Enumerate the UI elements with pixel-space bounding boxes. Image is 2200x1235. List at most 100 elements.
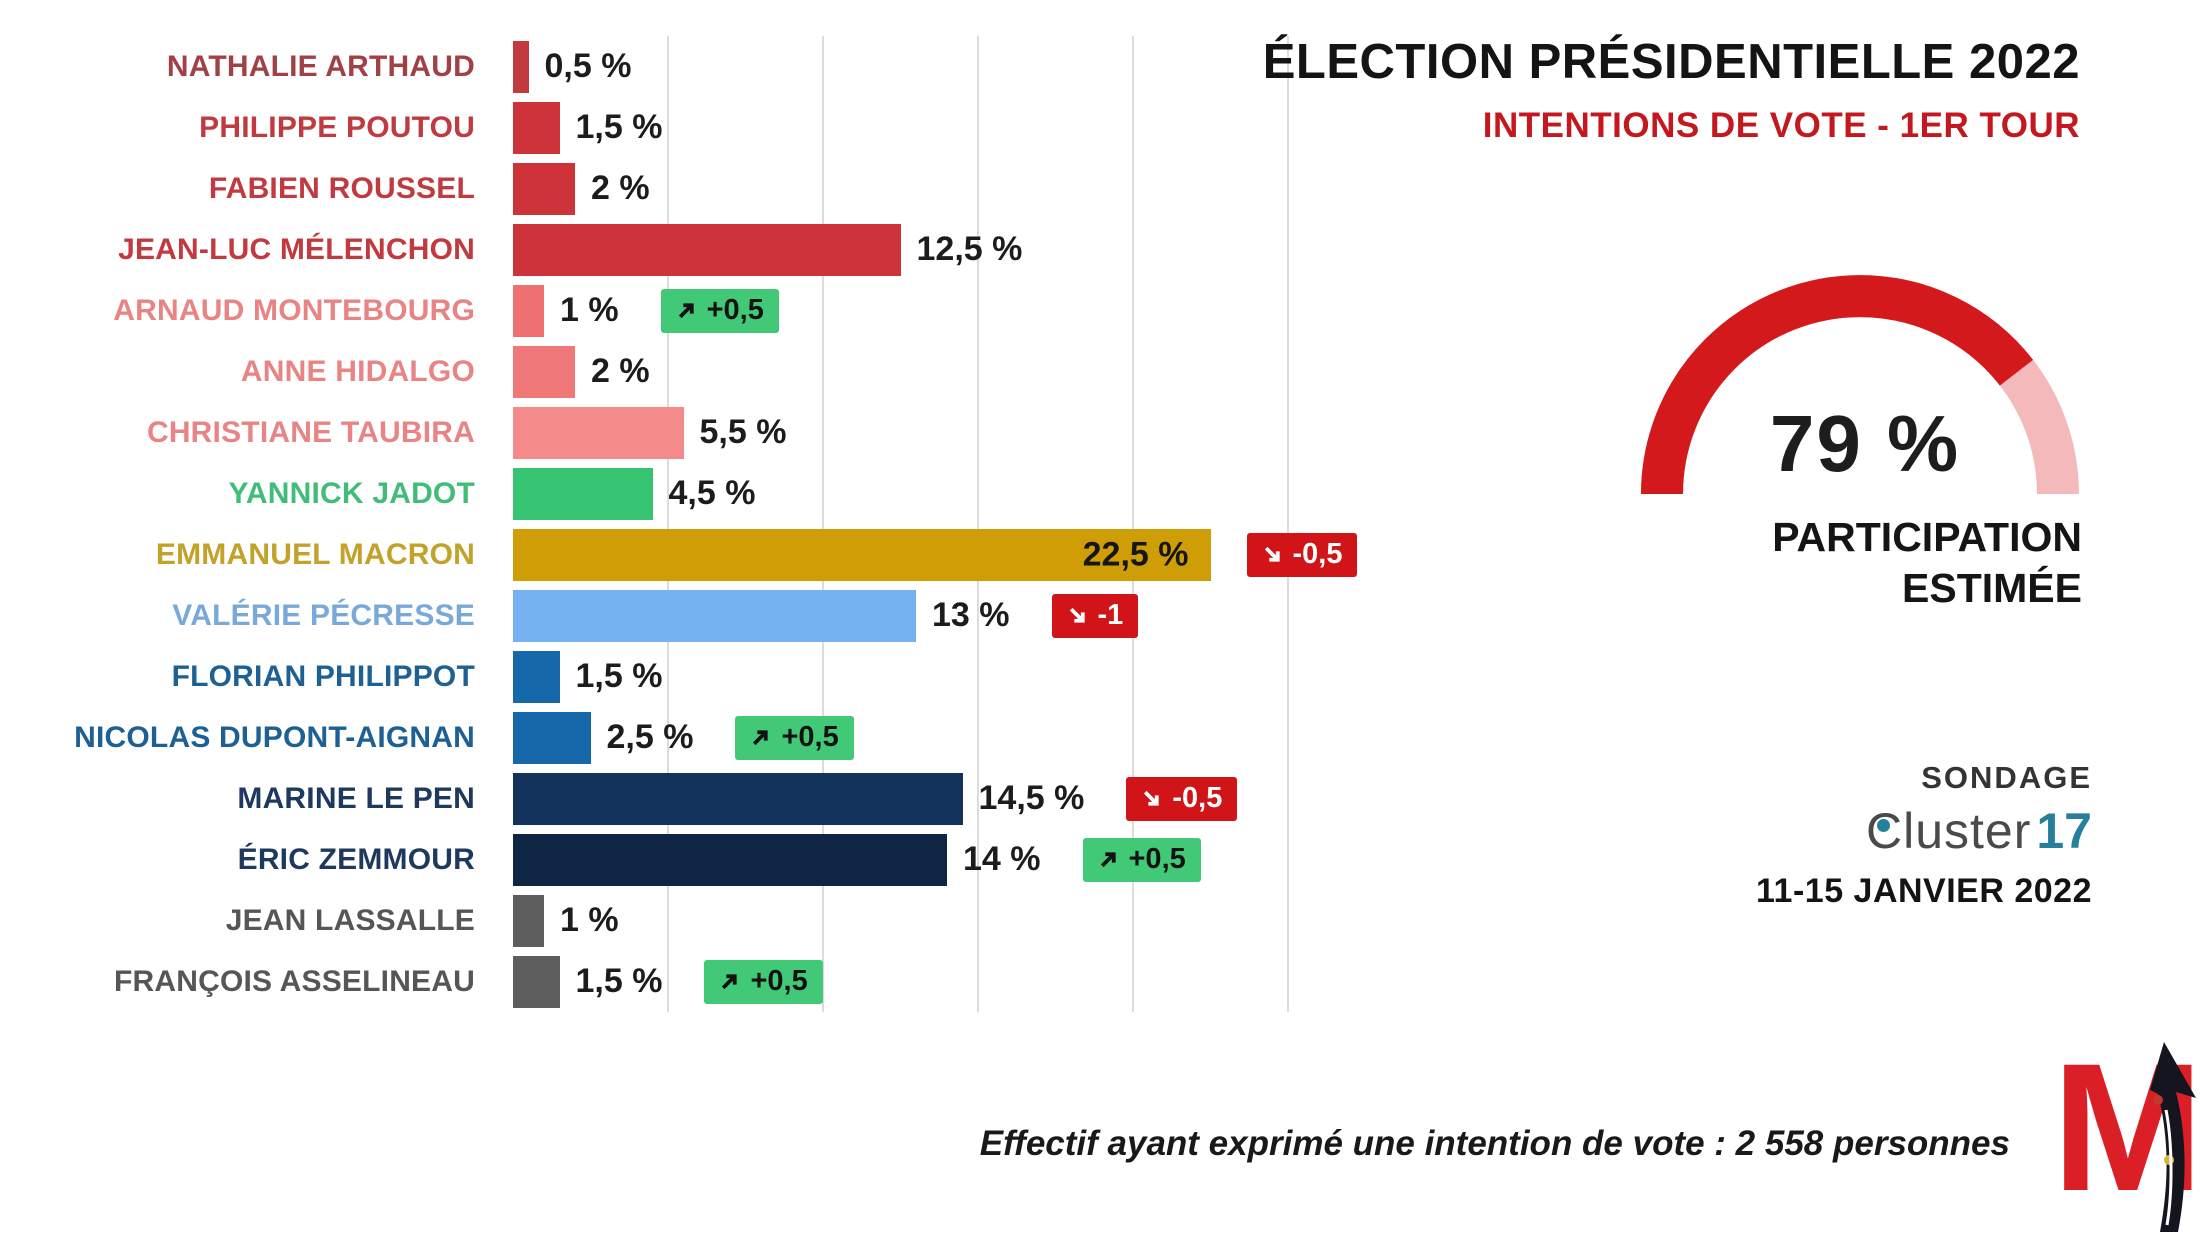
- change-value: +0,5: [750, 965, 808, 997]
- value-label: 14,5 %: [978, 779, 1085, 817]
- bar: [513, 589, 916, 642]
- change-value: -0,5: [1172, 782, 1223, 814]
- chart-row: NICOLAS DUPONT-AIGNAN 2,5 % +0,5: [0, 707, 1520, 768]
- gauge-arc: [1641, 275, 2079, 495]
- bar: [513, 467, 653, 520]
- chart-row: PHILIPPE POUTOU 1,5 %: [0, 97, 1520, 158]
- chart-row: FLORIAN PHILIPPOT 1,5 %: [0, 646, 1520, 707]
- participation-caption-line2: ESTIMÉE: [1902, 565, 2082, 612]
- change-badge: -1: [1051, 593, 1139, 638]
- bar: [513, 711, 591, 764]
- row-plot: 2 %: [513, 162, 650, 215]
- change-badge: +0,5: [735, 715, 854, 760]
- value-label: 5,5 %: [699, 413, 787, 451]
- gridline: [822, 36, 824, 1012]
- candidate-label: PHILIPPE POUTOU: [199, 110, 475, 144]
- row-plot: 14,5 % -0,5: [513, 772, 1238, 825]
- bar: [513, 406, 684, 459]
- chart-row: JEAN-LUC MÉLENCHON 12,5 %: [0, 219, 1520, 280]
- cluster-text: Cluster: [1866, 803, 2032, 859]
- value-label: 4,5 %: [668, 474, 756, 512]
- media-logo: M: [2052, 1032, 2200, 1232]
- value-label: 12,5 %: [916, 230, 1023, 268]
- cluster-number: 17: [2036, 803, 2092, 859]
- source-block: SONDAGE Cluster 17 11-15 JANVIER 2022: [1756, 760, 2092, 911]
- change-value: +0,5: [706, 294, 764, 326]
- change-badge: -0,5: [1126, 776, 1238, 821]
- candidate-label: MARINE LE PEN: [237, 781, 475, 815]
- change-badge: +0,5: [704, 959, 823, 1004]
- value-label: 1,5 %: [575, 962, 663, 1000]
- chart-row: ÉRIC ZEMMOUR 14 % +0,5: [0, 829, 1520, 890]
- bar: [513, 650, 560, 703]
- bar: [513, 772, 963, 825]
- value-label: 0,5 %: [544, 47, 632, 85]
- value-label: 1,5 %: [575, 108, 663, 146]
- gridline: [1287, 36, 1289, 1012]
- candidate-label: FRANÇOIS ASSELINEAU: [113, 964, 475, 998]
- row-plot: 1 % +0,5: [513, 284, 779, 337]
- trend-down-icon: [1069, 607, 1085, 623]
- row-plot: 22,5 % -0,5: [513, 528, 1358, 581]
- row-plot: 2,5 % +0,5: [513, 711, 854, 764]
- trend-up-icon: [678, 303, 694, 319]
- value-label: 1,5 %: [575, 657, 663, 695]
- value-label: 14 %: [963, 840, 1041, 878]
- candidate-label: EMMANUEL MACRON: [155, 537, 475, 571]
- chart-row: ARNAUD MONTEBOURG 1 % +0,5: [0, 280, 1520, 341]
- chart-row: NATHALIE ARTHAUD 0,5 %: [0, 36, 1520, 97]
- bar-chart: NATHALIE ARTHAUD 0,5 % PHILIPPE POUTOU 1,5 …: [0, 36, 1520, 1012]
- change-badge: +0,5: [660, 288, 779, 333]
- row-plot: 4,5 %: [513, 467, 756, 520]
- gridline: [977, 36, 979, 1012]
- chart-row: MARINE LE PEN 14,5 % -0,5: [0, 768, 1520, 829]
- row-plot: 1,5 %: [513, 101, 663, 154]
- gridline: [1132, 36, 1134, 1012]
- row-plot: 1,5 % +0,5: [513, 955, 823, 1008]
- value-label: 2 %: [591, 352, 650, 390]
- value-label: 1 %: [560, 901, 619, 939]
- poll-date-range: 11-15 JANVIER 2022: [1756, 872, 2092, 910]
- chart-row: CHRISTIANE TAUBIRA 5,5 %: [0, 402, 1520, 463]
- row-plot: 1 %: [513, 894, 619, 947]
- change-value: -0,5: [1292, 538, 1343, 570]
- cluster-c-dot-icon: [1877, 819, 1890, 832]
- bar: [513, 894, 544, 947]
- gridline: [667, 36, 669, 1012]
- trend-up-icon: [1100, 852, 1116, 868]
- chart-row: YANNICK JADOT 4,5 %: [0, 463, 1520, 524]
- participation-caption: PARTICIPATION ESTIMÉE: [1772, 512, 2082, 615]
- candidate-label: NATHALIE ARTHAUD: [166, 49, 475, 83]
- row-plot: 14 % +0,5: [513, 833, 1201, 886]
- chart-row: ANNE HIDALGO 2 %: [0, 341, 1520, 402]
- trend-down-icon: [1144, 790, 1159, 806]
- candidate-label: ANNE HIDALGO: [240, 354, 475, 388]
- page-title: ÉLECTION PRÉSIDENTIELLE 2022: [1262, 35, 2080, 89]
- chart-row: VALÉRIE PÉCRESSE 13 % -1: [0, 585, 1520, 646]
- value-label: 2 %: [591, 169, 650, 207]
- row-plot: 1,5 %: [513, 650, 663, 703]
- sondage-label: SONDAGE: [1921, 760, 2092, 795]
- value-label: 1 %: [560, 291, 619, 329]
- chart-row: EMMANUEL MACRON 22,5 % -0,5: [0, 524, 1520, 585]
- bar: [513, 284, 544, 337]
- cluster17-logo: Cluster 17: [1756, 802, 2092, 860]
- header: ÉLECTION PRÉSIDENTIELLE 2022 INTENTIONS …: [1263, 34, 2080, 146]
- change-value: -1: [1097, 599, 1124, 631]
- row-plot: 5,5 %: [513, 406, 787, 459]
- candidate-label: NICOLAS DUPONT-AIGNAN: [74, 720, 475, 754]
- chart-row: FABIEN ROUSSEL 2 %: [0, 158, 1520, 219]
- row-plot: 12,5 %: [513, 223, 1023, 276]
- change-badge: -0,5: [1246, 532, 1358, 577]
- page-subtitle: INTENTIONS DE VOTE - 1ER TOUR: [1482, 106, 2080, 145]
- row-plot: 2 %: [513, 345, 650, 398]
- bar: [513, 40, 529, 93]
- chart-row: FRANÇOIS ASSELINEAU 1,5 % +0,5: [0, 951, 1520, 1012]
- candidate-label: YANNICK JADOT: [228, 476, 475, 510]
- row-plot: 0,5 %: [513, 40, 632, 93]
- bar: [513, 223, 901, 276]
- bar: [513, 345, 575, 398]
- candidate-label: JEAN-LUC MÉLENCHON: [118, 232, 475, 266]
- value-label: 2,5 %: [606, 718, 694, 756]
